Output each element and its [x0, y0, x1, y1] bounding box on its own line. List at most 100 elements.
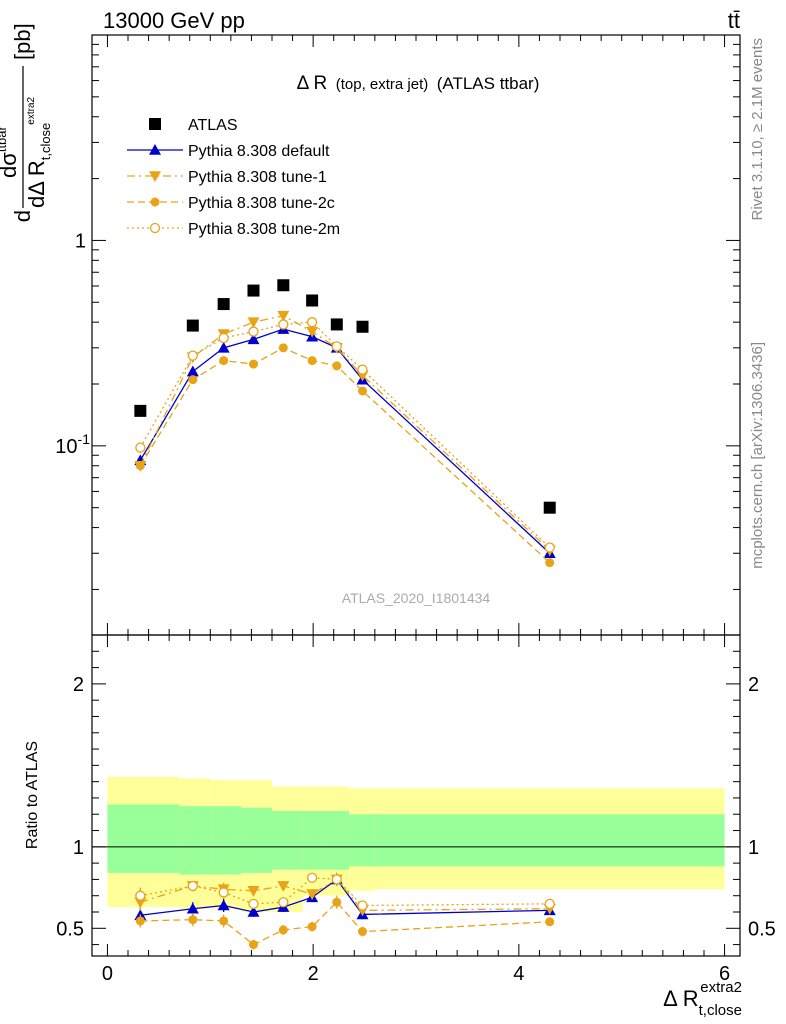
legend-label: Pythia 8.308 default — [188, 143, 330, 160]
legend-label: Pythia 8.308 tune-1 — [188, 169, 327, 186]
ratio-band-inner — [241, 807, 272, 873]
main-title-main: Δ R — [297, 73, 328, 94]
main-data-point — [332, 361, 342, 371]
main-data-point — [331, 341, 342, 352]
legend: ATLAS Pythia 8.308 default Pythia 8.308 tu… — [127, 117, 340, 238]
ratio-y-tick-label: 0.5 — [56, 918, 84, 940]
legend-marker — [149, 171, 161, 182]
main-data-point — [356, 320, 369, 333]
legend-label: Pythia 8.308 tune-2m — [188, 221, 340, 238]
ratio-ylabel: Ratio to ATLAS — [24, 741, 41, 849]
main-data-point — [186, 365, 199, 377]
main-series-group — [134, 279, 556, 568]
ratio-band-inner — [210, 806, 242, 875]
ratio-y-tick-label: 2 — [73, 674, 84, 696]
ratio-x-tick-label: 6 — [719, 963, 730, 985]
main-data-point — [248, 326, 259, 337]
legend-label: ATLAS — [188, 117, 238, 134]
ratio-data-point — [278, 897, 289, 908]
main-data-point — [247, 317, 260, 329]
main-data-point — [186, 319, 199, 332]
main-data-point — [187, 350, 198, 361]
ratio-x-tick-label: 0 — [102, 963, 113, 985]
ratio-data-point — [247, 886, 260, 897]
main-panel: 1 10-1 Δ R (top, extra jet) (ATLAS ttbar)… — [0, 23, 741, 636]
main-data-point — [217, 341, 230, 353]
ratio-data-point — [277, 881, 290, 892]
ratio-x-tick-label: 4 — [513, 963, 524, 985]
ratio-data-point — [248, 940, 258, 950]
ylabel-d: d — [10, 210, 35, 222]
main-y-tick-label: 10-1 — [55, 431, 90, 458]
ratio-data-point — [332, 897, 342, 907]
ratio-data-point — [217, 899, 230, 911]
xlabel-sup: extra2 — [700, 979, 742, 996]
main-data-point — [247, 284, 260, 297]
legend-marker — [149, 144, 161, 155]
main-ticks: 1 10-1 — [55, 35, 740, 635]
main-data-point — [248, 359, 258, 369]
main-title-small: (top, extra jet) — [336, 76, 429, 93]
main-data-point — [277, 279, 290, 292]
ratio-data-point — [358, 927, 368, 937]
ratio-series-group — [134, 872, 556, 950]
rivet-label: Rivet 3.1.10, ≥ 2.1M events — [749, 38, 766, 221]
ratio-band-inner — [323, 810, 350, 870]
main-data-point — [219, 356, 229, 366]
ratio-data-point — [357, 900, 368, 911]
analysis-watermark: ATLAS_2020_I1801434 — [342, 590, 491, 606]
ratio-panel: 0 2 4 6 0.5 0.5 1 1 2 2 Ratio to ATLAS Δ Rt,close… — [24, 634, 776, 1019]
legend-marker — [149, 222, 161, 234]
ratio-data-point — [219, 916, 229, 926]
ratio-ticks: 0 2 4 6 0.5 0.5 1 1 2 2 — [56, 635, 776, 985]
legend-marker — [150, 197, 160, 207]
ratio-data-point — [186, 902, 199, 914]
xlabel-sub: t,close — [699, 1002, 742, 1019]
main-data-point — [330, 318, 343, 331]
main-data-point — [306, 294, 319, 307]
ratio-uncertainty-bands — [92, 776, 740, 913]
ratio-data-point — [135, 916, 145, 926]
main-data-point — [307, 356, 317, 366]
ylabel-unit: [pb] — [10, 23, 35, 60]
main-title: Δ R (top, extra jet) (ATLAS ttbar) — [297, 73, 540, 94]
main-series-line — [139, 328, 551, 554]
main-y-tick-label: 1 — [75, 230, 86, 252]
ratio-y-tick-label-right: 1 — [748, 837, 759, 859]
ratio-data-point — [187, 880, 198, 892]
ratio-frame — [91, 634, 741, 957]
ratio-y-tick-label-right: 2 — [748, 674, 759, 696]
main-series-line — [139, 347, 551, 564]
main-data-point — [218, 332, 229, 344]
ratio-data-point — [307, 922, 317, 932]
main-data-point — [306, 326, 319, 338]
ratio-data-point — [306, 889, 319, 901]
main-title-tail: (ATLAS ttbar) — [437, 74, 540, 93]
ratio-band-inner — [107, 804, 180, 873]
mcplots-label: mcplots.cern.ch [arXiv:1306.3436] — [749, 342, 766, 569]
ratio-data-point — [331, 874, 342, 885]
legend-marker — [149, 118, 161, 130]
main-data-point — [135, 461, 145, 471]
ratio-y-tick-label-right: 0.5 — [748, 918, 776, 940]
ratio-data-point — [188, 915, 198, 925]
ratio-data-point — [135, 890, 146, 901]
main-data-point — [306, 317, 318, 328]
energy-label: 13000 GeV pp — [103, 8, 245, 33]
main-data-point — [247, 333, 260, 345]
main-data-point — [278, 319, 289, 330]
ratio-band-inner — [179, 806, 211, 875]
ratio-band-inner — [302, 810, 324, 870]
ylabel-numerator: dσttbar — [0, 125, 21, 178]
ratio-y-tick-label: 1 — [73, 837, 84, 859]
xlabel-main: Δ R — [663, 986, 698, 1011]
main-data-point — [278, 343, 288, 353]
main-data-point — [544, 542, 555, 553]
main-data-point — [217, 298, 230, 311]
ratio-data-point — [218, 887, 229, 898]
main-data-point — [277, 310, 290, 322]
main-data-point — [358, 386, 368, 396]
ratio-data-point — [248, 898, 259, 910]
main-data-point — [357, 364, 368, 375]
